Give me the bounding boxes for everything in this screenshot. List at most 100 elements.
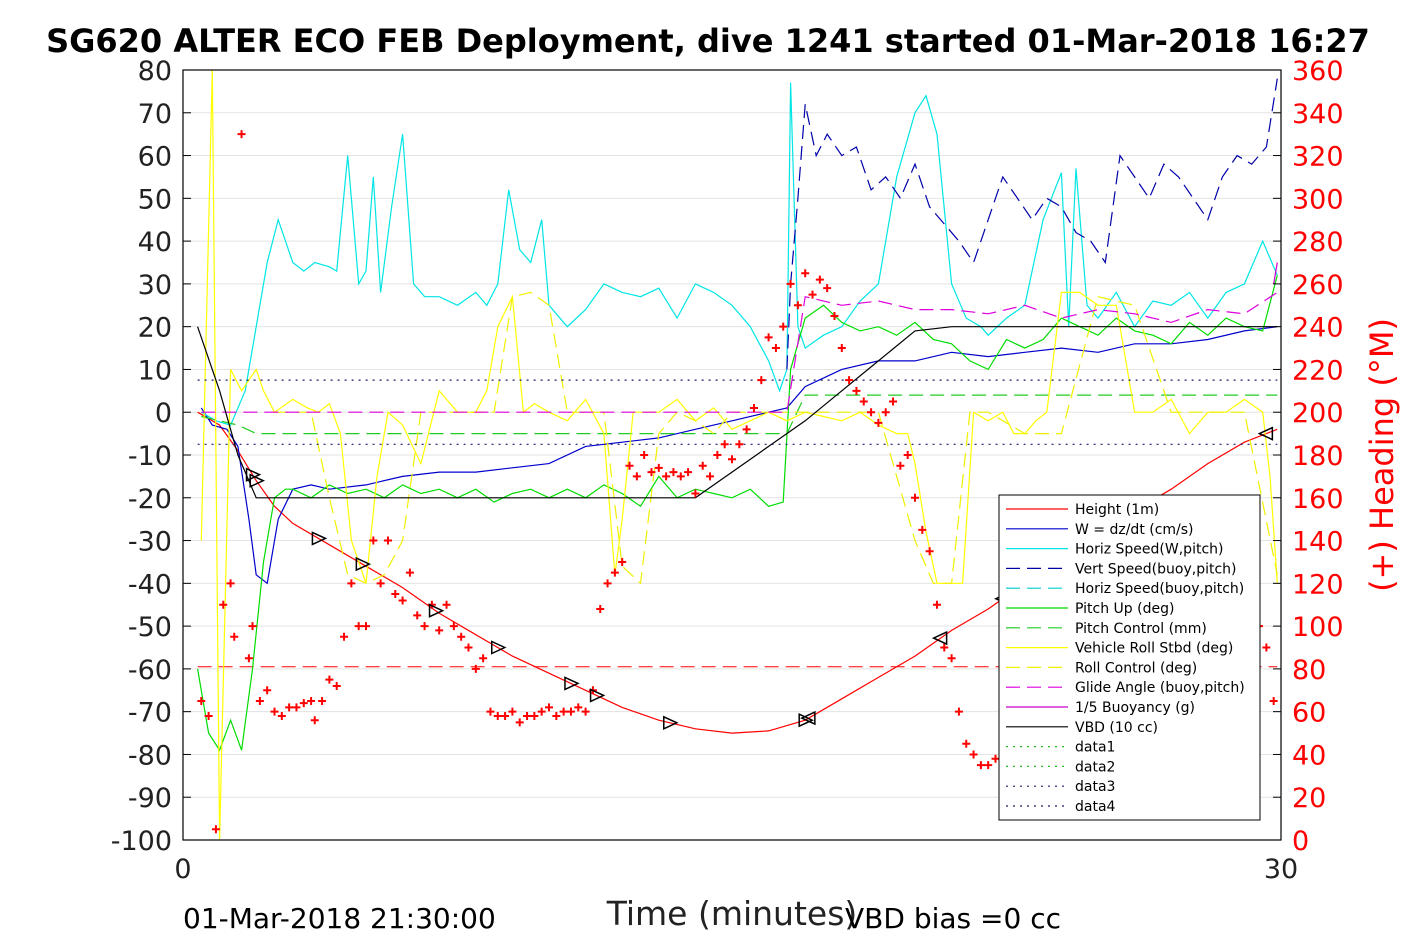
legend-label: Pitch Up (deg) [1075,601,1174,617]
heading-point [354,622,363,631]
right-tick-label: 120 [1292,569,1344,600]
heading-point [299,699,308,708]
heading-point [881,408,890,417]
legend-label: Height (1m) [1075,502,1159,518]
y-tick-label: -20 [128,484,172,515]
heading-point [713,451,722,459]
series-roll_ctrl [274,291,1278,585]
heading-point [749,403,758,412]
heading-point [362,622,370,631]
series-buoy [1273,262,1278,284]
legend-label: data1 [1075,740,1115,756]
heading-point [903,451,912,459]
y-tick-label: 60 [138,142,172,173]
heading-point [859,397,868,406]
heading-point [852,386,861,395]
y-tick-label: 80 [138,56,172,87]
footer-date: 01-Mar-2018 21:30:00 [183,902,496,935]
heading-point [204,711,213,720]
heading-point [479,654,488,663]
legend-label: data3 [1075,779,1115,795]
heading-point [808,290,817,299]
heading-point [969,750,978,759]
heading-point [325,675,334,684]
climb-marker [800,710,816,726]
heading-point [720,440,729,449]
left-axis: 80 70 60 50 40 30 20 10 0 -10 -20 -30 -40 -50 -60 -70 -8… [111,56,191,857]
heading-point [435,626,444,635]
heading-point [398,596,407,605]
legend: Height (1m) W = dz/dt (cm/s) Horiz Speed(W… [998,494,1261,821]
heading-point [728,455,736,464]
heading-point [976,761,985,770]
heading-point [632,472,641,481]
heading-point [332,682,341,690]
heading-point [669,468,678,477]
legend-label: W = dz/dt (cm/s) [1075,522,1194,538]
heading-point [457,632,466,641]
x-axis: 0 30 [174,832,1298,885]
right-tick-label: 320 [1292,142,1344,173]
right-tick-label: 240 [1292,313,1344,344]
heading-point [405,568,414,577]
heading-point [735,440,744,449]
heading-point [248,622,257,631]
heading-point [211,825,220,834]
heading-point [285,703,294,712]
right-tick-label: 220 [1292,355,1344,386]
heading-point [501,711,510,720]
heading-point [369,536,378,545]
y-tick-label: -30 [128,527,172,558]
heading-point [237,130,246,139]
heading-point [837,344,846,353]
heading-point [449,622,458,631]
heading-point [991,754,1000,763]
y-tick-label: -10 [128,441,172,472]
heading-point [263,686,272,695]
series-vert_buoy [786,78,1278,370]
legend-label: data2 [1075,759,1115,775]
dive-marker [663,715,679,730]
heading-point [413,611,422,620]
heading-point [545,703,553,712]
dive-marker [564,676,580,691]
heading-point [310,716,319,725]
heading-point [1262,643,1271,652]
series-pitch_ctrl [201,394,1278,435]
heading-point [581,707,590,716]
heading-point [277,711,286,720]
x-axis-label: Time (minutes) [606,894,858,933]
y-tick-label: -40 [128,569,172,600]
right-tick-label: 160 [1292,484,1344,515]
right-tick-label: 280 [1292,227,1344,258]
heading-point [771,344,780,353]
right-tick-label: 0 [1292,826,1309,857]
heading-point [383,536,392,545]
series-w [200,326,1278,585]
heading-point [618,557,627,566]
heading-point [925,547,934,556]
y-tick-label: 10 [138,355,172,386]
heading-point [947,654,956,663]
heading-point [640,451,649,459]
heading-point [940,643,949,652]
heading-point [471,664,480,673]
y-tick-label: 50 [138,184,172,215]
heading-point [932,600,941,609]
dive-marker [589,688,606,703]
heading-point [318,696,327,705]
heading-point [515,718,524,727]
heading-point [815,275,824,284]
right-tick-label: 100 [1292,612,1344,643]
heading-point [270,707,279,716]
heading-point [442,600,451,609]
series-vbd [197,326,1278,499]
legend-label: Roll Control (deg) [1075,660,1197,676]
heading-point [255,696,264,705]
dive-marker [245,467,262,482]
heading-point [340,632,349,641]
right-tick-label: 200 [1292,398,1344,429]
heading-point [347,579,356,588]
heading-point [493,711,502,720]
